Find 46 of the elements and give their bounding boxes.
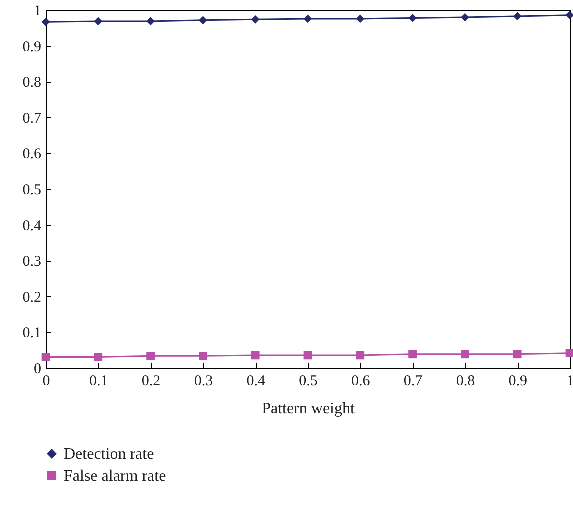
point bbox=[146, 352, 155, 360]
y-tick-label: 0.9 bbox=[22, 39, 42, 56]
y-tick-label: 0.6 bbox=[22, 146, 42, 163]
point bbox=[461, 13, 470, 22]
point bbox=[94, 17, 103, 26]
point bbox=[356, 351, 365, 360]
y-tick-label: 0.1 bbox=[22, 326, 42, 342]
y-tick-label: 0.7 bbox=[22, 110, 42, 127]
y-tick-label: 0.8 bbox=[22, 75, 42, 92]
legend-label: False alarm rate bbox=[64, 468, 166, 485]
point bbox=[461, 350, 470, 359]
x-tick-label: 0.7 bbox=[404, 374, 424, 390]
point bbox=[513, 350, 522, 359]
x-tick-label: 0.9 bbox=[508, 374, 528, 390]
point bbox=[42, 353, 50, 362]
x-tick-label: 1 bbox=[566, 374, 573, 390]
point bbox=[513, 12, 522, 21]
point bbox=[408, 14, 417, 22]
y-tick-label: 0.4 bbox=[22, 218, 42, 234]
y-tick-label: 0 bbox=[34, 362, 42, 378]
point bbox=[304, 14, 312, 24]
x-axis-title: Pattern weight bbox=[262, 400, 356, 418]
point bbox=[408, 350, 417, 359]
x-tick-label: 0.5 bbox=[299, 374, 318, 390]
point bbox=[94, 353, 103, 362]
x-tick-label: 0.1 bbox=[90, 374, 108, 390]
legend-label: Detection rate bbox=[64, 446, 154, 463]
point bbox=[251, 351, 260, 360]
point bbox=[199, 352, 208, 360]
point bbox=[146, 17, 155, 26]
y-tick-label: 0.2 bbox=[22, 290, 42, 306]
point bbox=[304, 351, 312, 360]
point bbox=[566, 349, 573, 358]
x-tick-label: 0.3 bbox=[194, 374, 214, 390]
point bbox=[251, 15, 260, 24]
point bbox=[199, 16, 208, 25]
y-tick-label: 1 bbox=[34, 4, 42, 20]
x-tick-label: 0.2 bbox=[142, 374, 161, 390]
x-tick-label: 0.6 bbox=[352, 374, 371, 390]
point bbox=[566, 11, 573, 20]
y-tick-label: 0.5 bbox=[22, 182, 42, 198]
point bbox=[356, 14, 365, 24]
x-tick-label: 0.4 bbox=[246, 374, 266, 390]
point bbox=[42, 18, 50, 26]
x-tick-label: 0.8 bbox=[456, 374, 476, 390]
y-tick-label: 0.3 bbox=[22, 254, 42, 270]
